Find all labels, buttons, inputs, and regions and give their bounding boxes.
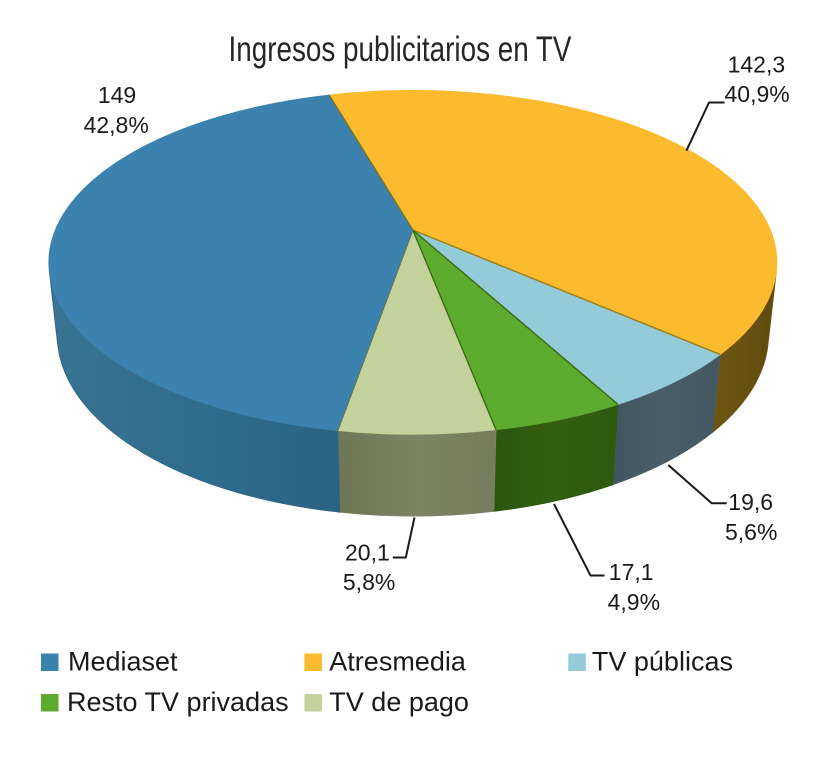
svg-text:Ingresos publicitarios en TV: Ingresos publicitarios en TV (229, 30, 573, 69)
svg-text:Atresmedia: Atresmedia (329, 647, 467, 677)
svg-text:Mediaset: Mediaset (68, 647, 178, 677)
svg-text:Resto TV privadas: Resto TV privadas (67, 687, 289, 717)
svg-text:149: 149 (98, 82, 136, 108)
svg-text:42,8%: 42,8% (84, 112, 149, 138)
svg-text:TV públicas: TV públicas (592, 647, 733, 677)
svg-text:TV de pago: TV de pago (329, 687, 469, 717)
svg-text:40,9%: 40,9% (725, 81, 790, 107)
svg-text:5,8%: 5,8% (343, 569, 395, 595)
svg-text:20,1: 20,1 (345, 540, 390, 566)
svg-text:142,3: 142,3 (728, 52, 786, 78)
svg-text:4,9%: 4,9% (608, 589, 660, 615)
svg-text:19,6: 19,6 (728, 489, 773, 515)
svg-text:17,1: 17,1 (609, 559, 654, 585)
svg-text:5,6%: 5,6% (725, 519, 777, 545)
